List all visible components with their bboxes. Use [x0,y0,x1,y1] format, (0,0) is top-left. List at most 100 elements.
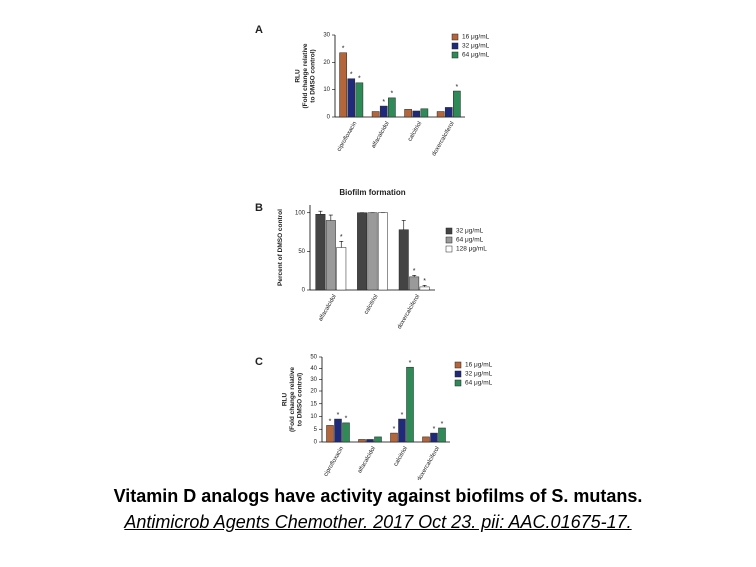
significance-mark: * [342,46,345,53]
bar [404,109,412,118]
bar [438,427,446,443]
panel-label: C [255,356,263,368]
x-tick-label: alfacalcidol [371,121,391,150]
y-tick-label: 30 [310,377,317,383]
legend-swatch [445,245,453,253]
bar [367,212,378,291]
bar [342,422,350,443]
y-axis-label-line: Percent of DMSO control [277,209,284,286]
bar [422,436,430,443]
significance-mark: * [441,421,444,428]
y-axis-label: Percent of DMSO control [277,209,284,286]
legend-label: 64 μg/mL [456,237,484,244]
legend-swatch [451,33,459,41]
x-tick-label: doxercalciferol [431,121,456,158]
x-tick-label: alfacalcidol [357,446,377,475]
bar [406,366,414,443]
legend-swatch [454,361,462,369]
x-tick-label: ciprofloxacin [323,446,345,478]
y-tick-label: 20 [310,389,317,395]
y-tick-label: 40 [310,366,317,372]
y-tick-label: 50 [298,249,305,255]
y-tick-label: 10 [323,87,330,93]
bar [444,107,453,118]
legend-swatch [454,370,462,378]
caption-citation: Antimicrob Agents Chemother. 2017 Oct 23… [124,512,632,532]
bar [379,105,388,118]
bar [398,418,406,443]
significance-mark: * [391,91,394,98]
y-tick-label: 5 [314,427,318,433]
y-axis-label-line: RLU [281,393,288,407]
y-tick-label: 50 [310,355,317,361]
significance-mark: * [401,412,404,419]
caption-title: Vitamin D analogs have activity against … [113,486,643,506]
y-axis-label-line: (Fold change relative [289,367,296,432]
bar [420,108,429,118]
significance-mark: * [337,412,340,419]
bar [339,52,347,118]
bar [436,111,445,118]
legend-label: 64 μg/mL [462,52,490,59]
bar [374,436,382,443]
y-axis-label-line: (Fold change relative [302,43,309,108]
legend-swatch [454,379,462,387]
significance-mark: * [456,84,459,91]
bar [371,111,380,118]
significance-mark: * [409,360,412,367]
legend-label: 16 μg/mL [465,362,493,369]
x-tick-label: alfacalcidol [318,294,338,323]
significance-mark: * [340,234,343,241]
legend-label: 16 μg/mL [462,34,490,41]
legend-label: 64 μg/mL [465,380,493,387]
chart-title: Biofilm formation [339,188,405,197]
x-tick-label: calcitriol [407,121,423,143]
bar [409,276,420,291]
bar [398,229,409,291]
bar [325,220,336,291]
legend-swatch [445,236,453,244]
legend-label: 32 μg/mL [465,371,493,378]
legend-label: 32 μg/mL [462,43,490,50]
x-tick-label: doxercalciferol [417,446,442,480]
y-axis-label: RLU(Fold change relativeto DMSO control) [294,43,316,108]
x-tick-label: ciprofloxacin [336,121,358,153]
significance-mark: * [393,426,396,433]
significance-mark: * [329,418,332,425]
bar [336,247,347,291]
bar [357,212,368,291]
bar [326,425,334,443]
x-tick-label: calcitriol [364,294,380,316]
legend-swatch [451,42,459,50]
bar [430,432,438,443]
significance-mark: * [358,76,361,83]
y-axis-label: RLU(Fold change relativeto DMSO control) [281,367,303,432]
bar [358,439,366,443]
x-tick-label: calcitriol [393,446,409,468]
panel-label: B [255,202,263,214]
bar [366,439,374,443]
y-axis-label-line: RLU [294,69,301,83]
bar [412,110,421,118]
y-tick-label: 30 [323,33,330,39]
y-tick-label: 10 [310,414,317,420]
y-tick-label: 20 [323,60,330,66]
y-axis-label-line: to DMSO control) [296,373,303,426]
significance-mark: * [433,426,436,433]
y-tick-label: 0 [327,115,331,121]
significance-mark: * [413,268,416,275]
panel-label: A [255,24,263,36]
significance-mark: * [382,99,385,106]
y-tick-label: 100 [295,210,306,216]
bar [334,418,342,443]
bar [377,212,388,291]
significance-mark: * [350,72,353,79]
significance-mark: * [423,278,426,285]
y-tick-label: 0 [302,288,306,294]
legend-swatch [445,227,453,235]
bar [355,82,364,118]
y-tick-label: 15 [310,401,317,407]
y-axis-label-line: to DMSO control) [309,49,316,102]
